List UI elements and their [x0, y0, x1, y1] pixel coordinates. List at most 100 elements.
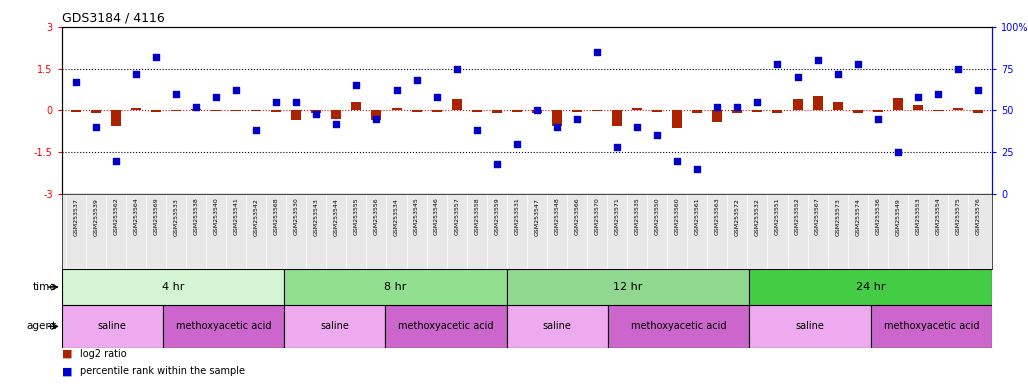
- Bar: [472, 111, 482, 112]
- Text: GSM253544: GSM253544: [334, 198, 339, 235]
- Text: GSM253549: GSM253549: [895, 198, 901, 235]
- Text: GSM253559: GSM253559: [494, 198, 500, 235]
- Text: GSM253551: GSM253551: [775, 198, 780, 235]
- Text: 8 hr: 8 hr: [384, 282, 407, 292]
- Text: GSM253542: GSM253542: [254, 198, 259, 235]
- Bar: [331, 111, 341, 119]
- Bar: [749, 269, 992, 305]
- Bar: [692, 111, 702, 113]
- Text: GSM253561: GSM253561: [695, 198, 700, 235]
- Text: GSM253532: GSM253532: [755, 198, 760, 235]
- Text: GSM253531: GSM253531: [514, 198, 519, 235]
- Text: GSM253543: GSM253543: [314, 198, 319, 235]
- Bar: [284, 269, 507, 305]
- Bar: [392, 108, 402, 111]
- Text: saline: saline: [543, 321, 572, 331]
- Point: [649, 132, 665, 139]
- Bar: [913, 105, 923, 111]
- Bar: [752, 111, 763, 112]
- Text: GSM253576: GSM253576: [976, 198, 981, 235]
- Bar: [62, 305, 162, 348]
- Point: [568, 116, 585, 122]
- Bar: [512, 111, 522, 112]
- Text: GSM253564: GSM253564: [134, 198, 139, 235]
- Text: saline: saline: [98, 321, 126, 331]
- Bar: [371, 111, 381, 120]
- Point: [669, 157, 686, 164]
- Bar: [793, 99, 803, 111]
- Bar: [812, 96, 822, 111]
- Text: GSM253566: GSM253566: [575, 198, 580, 235]
- Text: GSM253560: GSM253560: [674, 198, 680, 235]
- Point: [248, 127, 264, 134]
- Text: GSM253547: GSM253547: [535, 198, 540, 235]
- Text: GSM253569: GSM253569: [153, 198, 158, 235]
- Text: agent: agent: [27, 321, 57, 331]
- Text: GSM253575: GSM253575: [955, 198, 960, 235]
- Point: [389, 87, 405, 93]
- Text: methoxyacetic acid: methoxyacetic acid: [884, 321, 979, 331]
- Text: GSM253530: GSM253530: [294, 198, 299, 235]
- Point: [127, 71, 144, 77]
- Point: [368, 116, 384, 122]
- Point: [549, 124, 565, 130]
- Bar: [62, 269, 284, 305]
- Bar: [552, 111, 562, 126]
- Point: [749, 99, 766, 105]
- Point: [148, 54, 164, 60]
- Point: [509, 141, 525, 147]
- Bar: [111, 111, 121, 126]
- Text: GSM253541: GSM253541: [233, 198, 238, 235]
- Text: GSM253540: GSM253540: [214, 198, 219, 235]
- Point: [889, 149, 906, 155]
- Bar: [652, 111, 662, 112]
- Point: [830, 71, 846, 77]
- Point: [448, 66, 465, 72]
- Bar: [953, 108, 963, 111]
- Point: [769, 61, 785, 67]
- Point: [689, 166, 705, 172]
- Bar: [852, 111, 862, 113]
- Point: [609, 144, 625, 150]
- Point: [929, 91, 946, 97]
- Bar: [90, 111, 101, 113]
- Bar: [833, 102, 843, 111]
- Text: GSM253534: GSM253534: [394, 198, 399, 235]
- Point: [809, 57, 825, 63]
- Text: GSM253552: GSM253552: [795, 198, 800, 235]
- Point: [348, 82, 365, 88]
- Point: [589, 49, 605, 55]
- Point: [87, 124, 104, 130]
- Point: [268, 99, 285, 105]
- Point: [528, 107, 545, 114]
- Text: GSM253558: GSM253558: [474, 198, 479, 235]
- Text: methoxyacetic acid: methoxyacetic acid: [398, 321, 493, 331]
- Bar: [291, 111, 301, 120]
- Bar: [873, 111, 883, 112]
- Text: GSM253536: GSM253536: [875, 198, 880, 235]
- Point: [408, 77, 425, 83]
- Bar: [411, 111, 421, 112]
- Bar: [507, 269, 749, 305]
- Text: GSM253554: GSM253554: [935, 198, 941, 235]
- Bar: [271, 111, 282, 112]
- Text: GSM253539: GSM253539: [94, 198, 99, 235]
- Bar: [71, 111, 81, 112]
- Text: GSM253570: GSM253570: [594, 198, 599, 235]
- Bar: [871, 305, 992, 348]
- Point: [168, 91, 184, 97]
- Text: time: time: [33, 282, 57, 292]
- Bar: [386, 305, 507, 348]
- Text: GSM253574: GSM253574: [855, 198, 860, 235]
- Point: [188, 104, 205, 110]
- Text: ■: ■: [62, 366, 72, 376]
- Text: GSM253535: GSM253535: [634, 198, 639, 235]
- Point: [429, 94, 445, 100]
- Text: GSM253553: GSM253553: [915, 198, 920, 235]
- Text: GSM253563: GSM253563: [714, 198, 720, 235]
- Bar: [672, 111, 683, 129]
- Bar: [451, 99, 462, 111]
- Text: 12 hr: 12 hr: [614, 282, 642, 292]
- Point: [950, 66, 966, 72]
- Text: 24 hr: 24 hr: [856, 282, 885, 292]
